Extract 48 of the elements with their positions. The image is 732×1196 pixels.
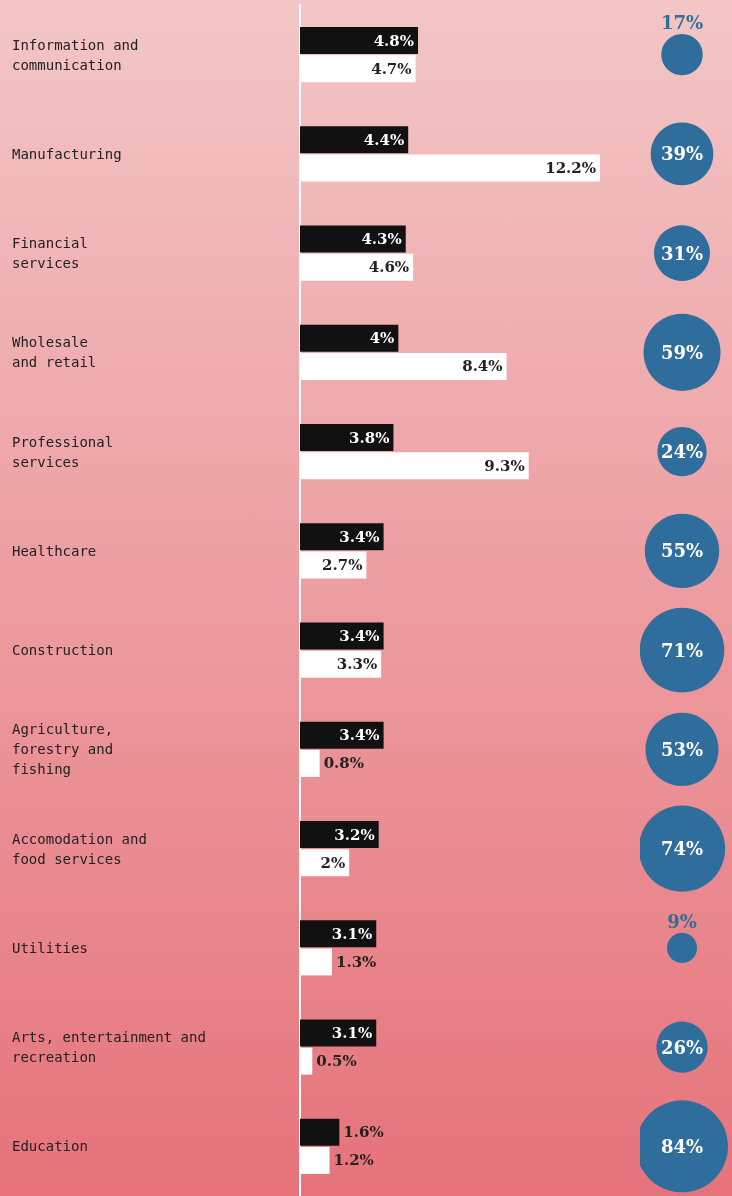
data-label: 74%: [660, 838, 704, 860]
data-label: 4.4%: [363, 130, 405, 149]
data-label: 4.3%: [361, 230, 402, 249]
data-label: 1.6%: [343, 1123, 384, 1142]
y-tick-label: Wholesale and retail: [12, 334, 97, 371]
data-label: 59%: [660, 341, 704, 363]
data-label: 53%: [660, 738, 704, 760]
y-tick-label: Professional services: [12, 433, 114, 470]
data-label: 3.2%: [334, 825, 375, 844]
data-label: 9.3%: [484, 456, 525, 475]
y-tick-label: Construction: [12, 642, 114, 659]
data-label: 2.7%: [322, 555, 363, 574]
data-label: 3.3%: [336, 655, 378, 674]
data-label: 0.8%: [323, 754, 365, 773]
y-tick-label: Manufacturing: [12, 145, 122, 162]
data-label: 3.4%: [339, 527, 380, 546]
data-label: 17%: [660, 12, 704, 34]
data-label: 3.1%: [331, 1024, 373, 1043]
y-tick-label: Utilities: [12, 939, 88, 956]
data-label: 1.3%: [335, 952, 377, 971]
data-label: 71%: [660, 639, 704, 661]
y-tick-label: Arts, entertainment and recreation: [12, 1029, 206, 1066]
y-tick-label: Accomodation and food services: [12, 830, 147, 867]
data-label: 3.4%: [339, 627, 380, 646]
y-tick-label: Information and communication: [12, 36, 139, 73]
data-label: 9%: [667, 911, 697, 933]
y-tick-label: Healthcare: [12, 542, 97, 559]
data-label: 3.1%: [331, 924, 373, 943]
data-label: 4.7%: [371, 59, 412, 78]
data-label: 3.8%: [349, 428, 390, 447]
y-tick-label: Financial services: [12, 235, 88, 272]
data-label: 4.8%: [373, 31, 415, 50]
data-label: 26%: [660, 1036, 704, 1058]
y-tick-label: Agriculture, forestry and fishing: [12, 721, 114, 778]
data-label: 0.5%: [316, 1052, 357, 1071]
data-label: 24%: [660, 441, 704, 463]
data-label: 2%: [320, 853, 346, 872]
data-label: 1.2%: [333, 1151, 374, 1170]
data-label: 31%: [660, 242, 704, 264]
data-label: 39%: [660, 143, 704, 165]
y-tick-label: Education: [12, 1138, 88, 1155]
data-label: 8.4%: [462, 357, 503, 376]
data-label: 84%: [660, 1135, 704, 1157]
data-label: 4%: [369, 329, 395, 348]
data-label: 4.6%: [368, 258, 410, 277]
data-label: 12.2%: [545, 158, 596, 177]
data-label: 3.4%: [339, 726, 380, 745]
data-label: 55%: [660, 540, 704, 562]
